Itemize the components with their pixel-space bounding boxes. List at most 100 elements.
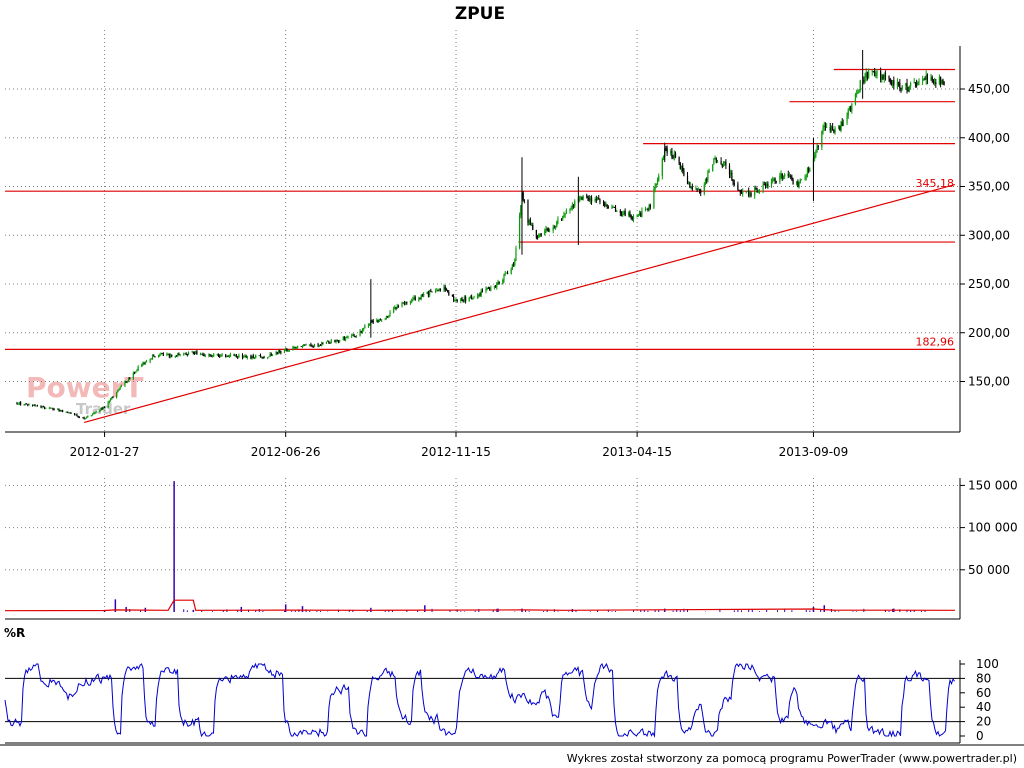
willr-series-line [4,662,955,738]
price-x-tick-label: 2012-06-26 [251,445,321,459]
candle-up [342,336,344,340]
candle-up [283,350,286,353]
candle-down [193,353,196,355]
candle-down [700,190,702,194]
candle-down [640,213,642,217]
candle-up [251,355,253,359]
candle-up [352,334,354,336]
candle-up [381,319,383,321]
candle-down [40,406,42,408]
candle-up [851,104,853,111]
candle-down [430,290,432,292]
candle-down [219,355,221,357]
candle-down [49,407,52,409]
candle-up [496,283,498,288]
candle-up [221,354,223,356]
candle-up [749,193,751,197]
candle-down [162,353,164,356]
candle-down [666,148,668,154]
candle-down [553,227,555,229]
candle-down [755,188,757,190]
candle-down [527,200,529,223]
candle-up [680,165,683,169]
candle-down [322,342,324,344]
candle-up [244,356,246,357]
candle-down [720,161,722,165]
candle-down [599,199,601,202]
candle-up [788,175,791,177]
candle-up [234,355,236,357]
candle-down [481,290,483,292]
candle-down [168,354,170,357]
candle-up [318,345,320,346]
candle-up [545,229,547,231]
trend-line [84,183,955,424]
candle-up [564,213,566,215]
candle-down [523,199,525,201]
candle-up [840,122,842,131]
candle-up [99,410,101,412]
candle-down [671,151,673,157]
candle-up [187,352,190,355]
candle-up [922,80,924,82]
candle-up [798,182,800,188]
candle-up [67,412,70,414]
candle-up [930,77,932,80]
candle-down [334,340,336,342]
candle-up [883,75,885,80]
candle-up [255,355,257,359]
candle-up [246,356,248,358]
candle-down [421,295,424,297]
candle-down [235,355,238,357]
candle-up [864,77,866,82]
candle-up [661,158,663,176]
candle-down [343,336,346,340]
volume-moving-average [4,599,956,612]
candle-up [292,347,294,351]
candle-up [142,363,144,365]
candle-up [226,355,228,357]
candle-up [714,158,716,160]
candle-up [394,307,396,309]
candle-down [532,224,534,230]
candle-up [772,179,774,182]
candle-up [418,298,420,301]
candle-up [704,179,707,185]
candle-up [107,402,109,408]
candle-up [518,215,521,249]
candle-up [473,297,475,299]
candle-down [300,346,302,347]
candle-down [893,80,895,86]
candle-up [127,377,130,382]
candle-down [679,163,681,169]
candle-down [678,157,680,164]
price-y-axis: 150,00 200,00 250,00 300,00 350,00 400,00 450,… [960,82,1010,389]
candle-up [905,83,907,87]
candle-up [658,175,660,182]
candle-up [258,355,260,356]
candle-down [900,88,902,90]
candle-up [656,181,659,184]
candle-down [336,340,338,342]
candle-up [502,280,504,285]
candle-down [619,210,621,213]
willr-panel-label: %R [4,626,25,640]
candle-down [728,165,731,175]
candle-up [641,210,643,217]
candle-down [73,413,76,415]
candle-up [823,125,825,127]
candle-up [423,293,425,297]
candle-down [607,206,609,209]
candle-up [847,109,849,116]
candle-up [220,355,222,357]
candle-up [100,407,102,411]
candle-up [124,381,126,386]
candle-up [229,353,232,356]
candle-down [237,356,239,358]
candle-up [623,211,625,215]
candle-up [875,74,877,77]
candle-up [497,282,499,284]
candle-down [448,292,450,295]
candle-up [796,181,798,185]
candle-up [351,335,353,337]
